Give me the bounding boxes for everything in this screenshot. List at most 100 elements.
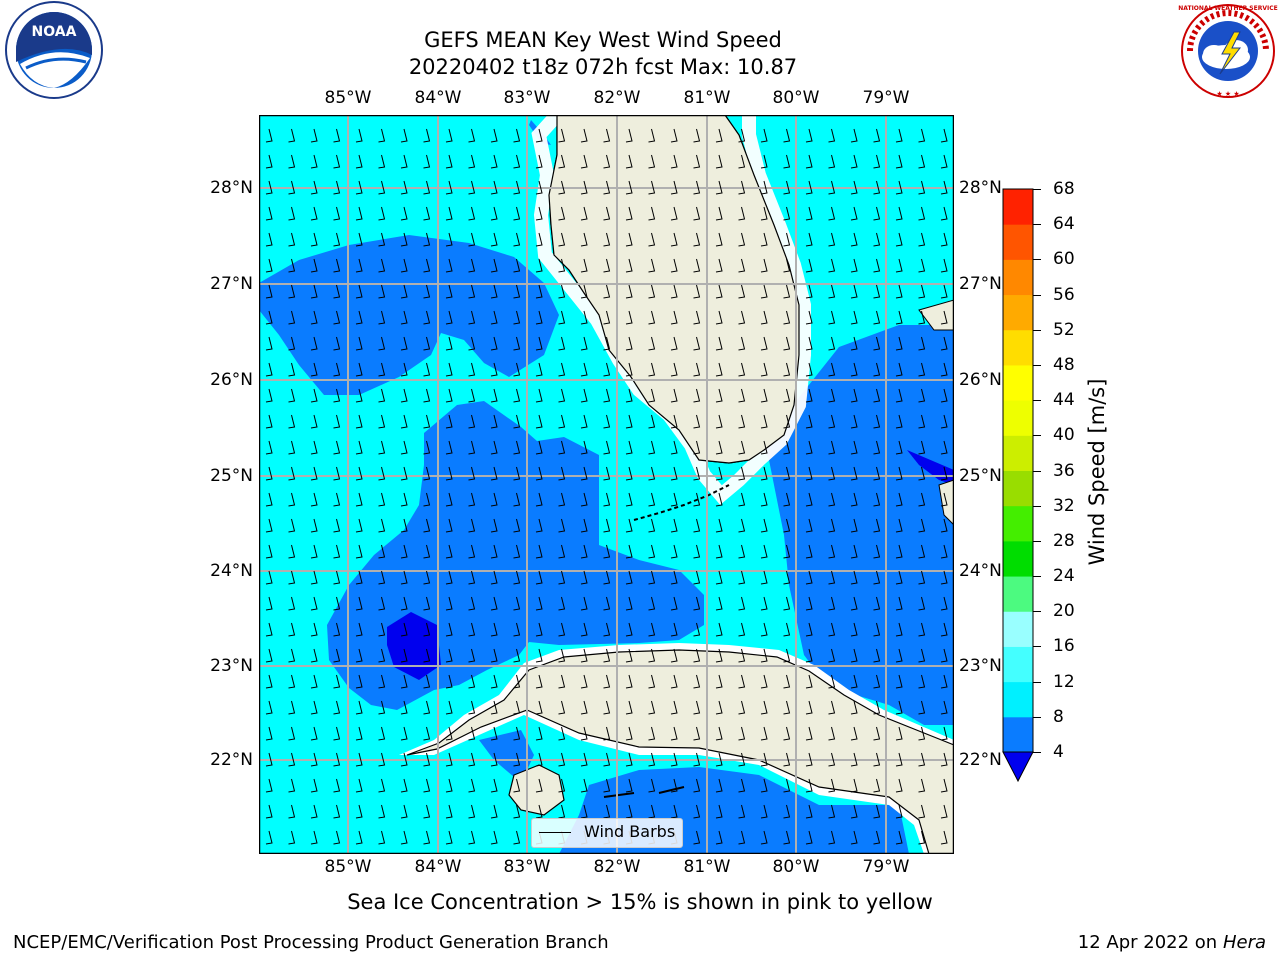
- wind-barb: [333, 648, 341, 663]
- wind-barb: [535, 414, 543, 429]
- wind-barb: [783, 362, 791, 377]
- wind-barb: [670, 310, 678, 325]
- wind-barb: [940, 466, 948, 481]
- land-isla-juventud: [508, 764, 565, 816]
- wind-barb: [423, 232, 431, 247]
- wind-barb: [805, 466, 813, 481]
- wind-barb: [378, 414, 386, 429]
- wind-barb: [670, 440, 678, 455]
- wind-barb: [895, 440, 903, 455]
- wind-barb: [738, 336, 746, 351]
- wind-barb: [288, 596, 296, 611]
- wind-barb: [625, 258, 633, 273]
- wind-barb: [580, 674, 588, 689]
- wind-barb: [760, 544, 768, 559]
- wind-barb: [355, 700, 363, 715]
- wind-barb: [468, 362, 476, 377]
- wind-barb: [693, 622, 701, 637]
- wind-barb: [693, 726, 701, 741]
- wind-barb: [873, 700, 881, 715]
- wind-barb: [625, 180, 633, 195]
- wind-barb: [828, 232, 836, 247]
- wind-barb: [873, 310, 881, 325]
- wind-barb: [378, 388, 386, 403]
- wind-barb: [580, 466, 588, 481]
- wind-barb: [288, 492, 296, 507]
- wind-region-gulf-north: [259, 235, 559, 395]
- wind-barb: [490, 128, 498, 143]
- wind-barb: [355, 232, 363, 247]
- wind-barb: [378, 518, 386, 533]
- wind-barb: [423, 466, 431, 481]
- wind-barb: [288, 674, 296, 689]
- wind-barb: [288, 804, 296, 819]
- wind-barb: [783, 700, 791, 715]
- wind-barb: [850, 414, 858, 429]
- wind-barb: [760, 128, 768, 143]
- noaa-logo-text: NOAA: [32, 24, 77, 40]
- wind-barb: [670, 492, 678, 507]
- wind-barb: [310, 232, 318, 247]
- lat-tick-left: 25°N: [210, 466, 253, 486]
- wind-barb: [805, 778, 813, 793]
- wind-barb: [873, 726, 881, 741]
- wind-barb: [288, 830, 296, 845]
- wind-barb: [333, 492, 341, 507]
- colorbar-segment: [1003, 259, 1033, 296]
- wind-barb: [378, 284, 386, 299]
- wind-barb: [468, 700, 476, 715]
- wind-barb: [535, 440, 543, 455]
- wind-barb: [355, 310, 363, 325]
- wind-barb: [333, 726, 341, 741]
- lat-tick-left: 28°N: [210, 178, 253, 198]
- wind-barb: [603, 206, 611, 221]
- wind-barb: [400, 180, 408, 195]
- wind-barb: [693, 128, 701, 143]
- wind-barb: [805, 544, 813, 559]
- wind-barb: [603, 466, 611, 481]
- wind-barb: [580, 778, 588, 793]
- wind-barb: [625, 388, 633, 403]
- wind-barb: [603, 232, 611, 247]
- wind-barb: [265, 596, 273, 611]
- wind-barb: [760, 466, 768, 481]
- wind-barb: [895, 622, 903, 637]
- wind-barb: [805, 570, 813, 585]
- wind-barb: [738, 778, 746, 793]
- wind-barb: [558, 310, 566, 325]
- lat-tick-right: 24°N: [959, 561, 1002, 581]
- wind-barb: [400, 258, 408, 273]
- wind-barb: [603, 414, 611, 429]
- wind-barb: [558, 362, 566, 377]
- wind-barb: [760, 310, 768, 325]
- lon-tick-bottom: 83°W: [503, 857, 551, 877]
- footer-right: 12 Apr 2022 on Hera: [1078, 932, 1266, 953]
- wind-barb: [513, 596, 521, 611]
- wind-barb: [558, 622, 566, 637]
- wind-barb: [468, 232, 476, 247]
- wind-barb: [468, 310, 476, 325]
- wind-barb: [445, 830, 453, 845]
- wind-barb: [265, 180, 273, 195]
- wind-barb: [715, 596, 723, 611]
- colorbar-tick-mark: [1033, 540, 1041, 542]
- wind-barb: [828, 622, 836, 637]
- wind-barb: [513, 258, 521, 273]
- wind-barb: [895, 804, 903, 819]
- wind-barb: [715, 830, 723, 845]
- wind-barb: [535, 518, 543, 533]
- wind-barb: [603, 726, 611, 741]
- wind-barb: [873, 596, 881, 611]
- colorbar-segment: [1003, 681, 1033, 718]
- wind-barb: [738, 128, 746, 143]
- wind-barb: [873, 414, 881, 429]
- lat-tick-right: 22°N: [959, 750, 1002, 770]
- wind-barb: [333, 206, 341, 221]
- wind-barb: [468, 414, 476, 429]
- wind-barb: [310, 388, 318, 403]
- wind-barb: [468, 258, 476, 273]
- wind-barb: [513, 284, 521, 299]
- wind-barb: [783, 310, 791, 325]
- wind-barb: [355, 128, 363, 143]
- wind-barb: [850, 596, 858, 611]
